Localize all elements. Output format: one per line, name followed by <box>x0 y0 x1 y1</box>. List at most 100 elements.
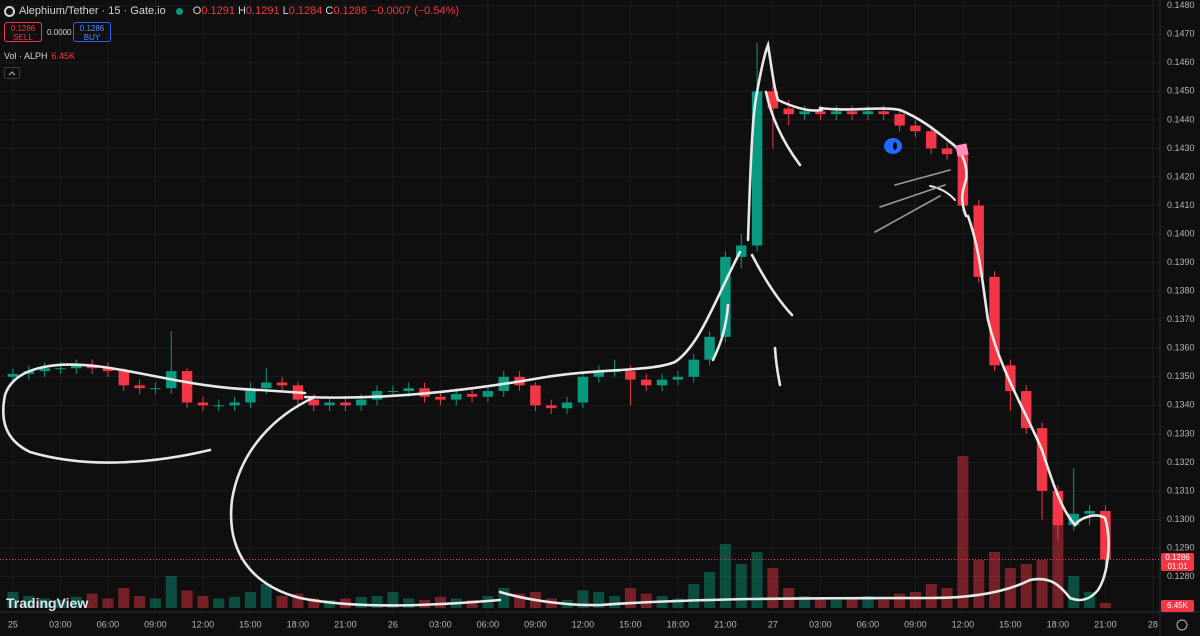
volume-bar <box>909 592 921 608</box>
cat-pupil <box>893 142 897 150</box>
x-tick-label: 27 <box>768 619 778 629</box>
sell-label: SELL <box>13 33 33 42</box>
last-price: 0.1286 <box>1165 553 1190 563</box>
candle-body <box>39 368 50 372</box>
candle-body <box>910 125 921 132</box>
candles <box>7 42 1111 566</box>
candle-body <box>846 111 858 115</box>
candle-body <box>957 154 969 206</box>
candle-body <box>656 379 668 386</box>
candle-body <box>466 393 478 397</box>
candle-body <box>324 402 335 406</box>
x-tick-label: 09:00 <box>904 619 927 629</box>
symbol-title: Alephium/Tether · 15 · Gate.io <box>19 5 166 17</box>
settings-icon[interactable] <box>1176 619 1188 631</box>
candle-body <box>229 402 240 406</box>
cat-nose <box>955 143 969 157</box>
volume-bar <box>719 544 731 608</box>
volume-bar <box>39 598 51 608</box>
volume-value: 6.45K <box>51 51 76 61</box>
candle-body <box>530 385 541 406</box>
candle-body <box>245 388 256 403</box>
candle-body <box>1100 510 1111 560</box>
candle-body <box>150 388 161 390</box>
cat-chest <box>966 214 1110 602</box>
candle-body <box>118 371 129 386</box>
x-tick-label: 15:00 <box>999 619 1022 629</box>
candle-body <box>830 111 842 115</box>
y-tick-label: 0.1440 <box>1167 114 1195 124</box>
volume-bar <box>925 584 937 608</box>
candle-body <box>799 111 810 115</box>
candle-body <box>213 405 224 407</box>
y-tick-label: 0.1280 <box>1167 571 1195 581</box>
candle-body <box>736 245 747 257</box>
x-tick-label: 12:00 <box>192 619 215 629</box>
candle-body <box>751 91 763 246</box>
volume-bar <box>54 600 66 608</box>
legend: Alephium/Tether · 15 · Gate.io O0.1291 H0… <box>4 5 459 17</box>
collapse-button[interactable] <box>4 67 20 79</box>
chevron <box>8 71 16 76</box>
x-tick-label: 12:00 <box>572 619 595 629</box>
volume-bar <box>957 456 969 608</box>
volume-bar <box>1052 520 1064 608</box>
volume-bar <box>466 600 478 608</box>
volume-bar <box>434 596 446 608</box>
volume-bar <box>292 593 304 608</box>
sell-button[interactable]: 0.1286 SELL <box>4 22 42 42</box>
y-tick-label: 0.1300 <box>1167 514 1195 524</box>
candle-body <box>577 376 589 403</box>
y-tick-label: 0.1370 <box>1167 314 1195 324</box>
candle-body <box>641 379 652 386</box>
countdown: 01:01 <box>1167 562 1188 572</box>
volume-bar <box>514 593 526 608</box>
candle-body <box>767 91 779 109</box>
cat-back <box>303 250 742 399</box>
candle-body <box>878 111 889 115</box>
candle-body <box>1084 510 1095 514</box>
volume-bar <box>229 596 241 608</box>
y-tick-label: 0.1400 <box>1167 228 1195 238</box>
candle-body <box>102 368 114 372</box>
y-tick-label: 0.1430 <box>1167 143 1195 153</box>
volume-bar <box>165 576 177 608</box>
y-tick-label: 0.1410 <box>1167 200 1195 210</box>
buy-button[interactable]: 0.1286 BUY <box>73 22 111 42</box>
volume-bar <box>704 572 716 608</box>
candle-body <box>7 373 19 377</box>
volume-bar <box>260 584 272 608</box>
x-tick-label: 06:00 <box>477 619 500 629</box>
y-tick-label: 0.1360 <box>1167 343 1195 353</box>
volume-bar <box>149 598 161 608</box>
candle-body <box>435 396 446 400</box>
last-price-label: 0.1286 01:01 <box>1161 553 1194 572</box>
volume-bar <box>102 598 114 608</box>
x-tick-label: 09:00 <box>144 619 167 629</box>
cat-head <box>818 106 968 218</box>
volume-bar <box>276 596 288 608</box>
y-tick-label: 0.1470 <box>1167 29 1195 39</box>
y-tick-label: 0.1330 <box>1167 428 1195 438</box>
cat-mouth <box>929 185 956 201</box>
volume-bar <box>862 596 874 608</box>
volume-bar <box>498 588 510 608</box>
candle-body <box>71 365 82 369</box>
volume-bar <box>1084 592 1096 608</box>
cat-whiskers <box>874 169 951 233</box>
brand: TradingView <box>6 595 89 611</box>
volume-bar <box>324 600 336 608</box>
x-tick-label: 06:00 <box>97 619 120 629</box>
volume-bar <box>767 568 779 608</box>
volume-bar <box>894 593 906 608</box>
cat-belly <box>229 395 502 607</box>
y-tick-label: 0.1290 <box>1167 542 1195 552</box>
candle-body <box>925 131 937 149</box>
x-tick-label: 28 <box>1148 619 1158 629</box>
volume-bar <box>118 588 130 608</box>
y-tick-label: 0.1450 <box>1167 86 1195 96</box>
cat-tail <box>1 363 307 464</box>
ohlc-value: 0.1291 <box>201 5 235 17</box>
candle-body <box>181 371 193 403</box>
